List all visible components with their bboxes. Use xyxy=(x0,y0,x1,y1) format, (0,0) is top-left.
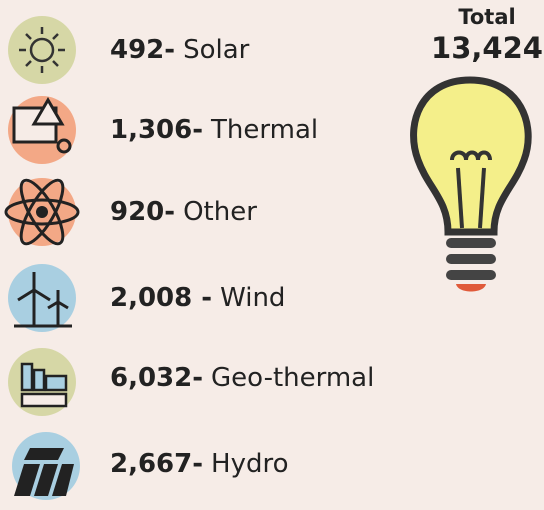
item-row: 920- Other xyxy=(110,197,257,227)
total-value: 13,424 xyxy=(431,31,543,65)
icons xyxy=(4,16,80,500)
item-value: 492- xyxy=(110,35,175,65)
plant xyxy=(20,362,68,408)
item-value: 6,032- xyxy=(110,363,203,393)
item-name: Hydro xyxy=(211,449,288,479)
rows: 492- Solar 1,306- Thermal 920- Other 2,008 - Wi… xyxy=(110,35,374,479)
item-name: Other xyxy=(183,197,257,227)
warning xyxy=(31,97,65,126)
nucleus xyxy=(36,206,48,218)
item-value: 2,667- xyxy=(110,449,203,479)
gauge xyxy=(56,138,72,154)
wind-icon xyxy=(8,264,76,332)
dam xyxy=(14,448,74,496)
item-row: 2,667- Hydro xyxy=(110,449,289,479)
item-name: Thermal xyxy=(210,115,318,145)
item-name: Geo-thermal xyxy=(211,363,374,393)
turbines xyxy=(14,272,72,328)
item-row: 2,008 - Wind xyxy=(110,283,285,313)
item-row: 1,306- Thermal xyxy=(110,115,318,145)
bulb xyxy=(410,76,532,292)
item-value: 1,306- xyxy=(110,115,203,145)
item-name: Wind xyxy=(220,283,285,313)
item-row: 492- Solar xyxy=(110,35,250,65)
sun-rays xyxy=(19,27,65,73)
item-value: 920- xyxy=(110,197,175,227)
solar-icon xyxy=(8,16,76,84)
sun xyxy=(29,37,55,63)
item-row: 6,032- Geo-thermal xyxy=(110,363,374,393)
total-label: Total xyxy=(458,5,515,29)
item-value: 2,008 - xyxy=(110,283,212,313)
item-name: Solar xyxy=(183,35,250,65)
atom xyxy=(4,178,80,246)
